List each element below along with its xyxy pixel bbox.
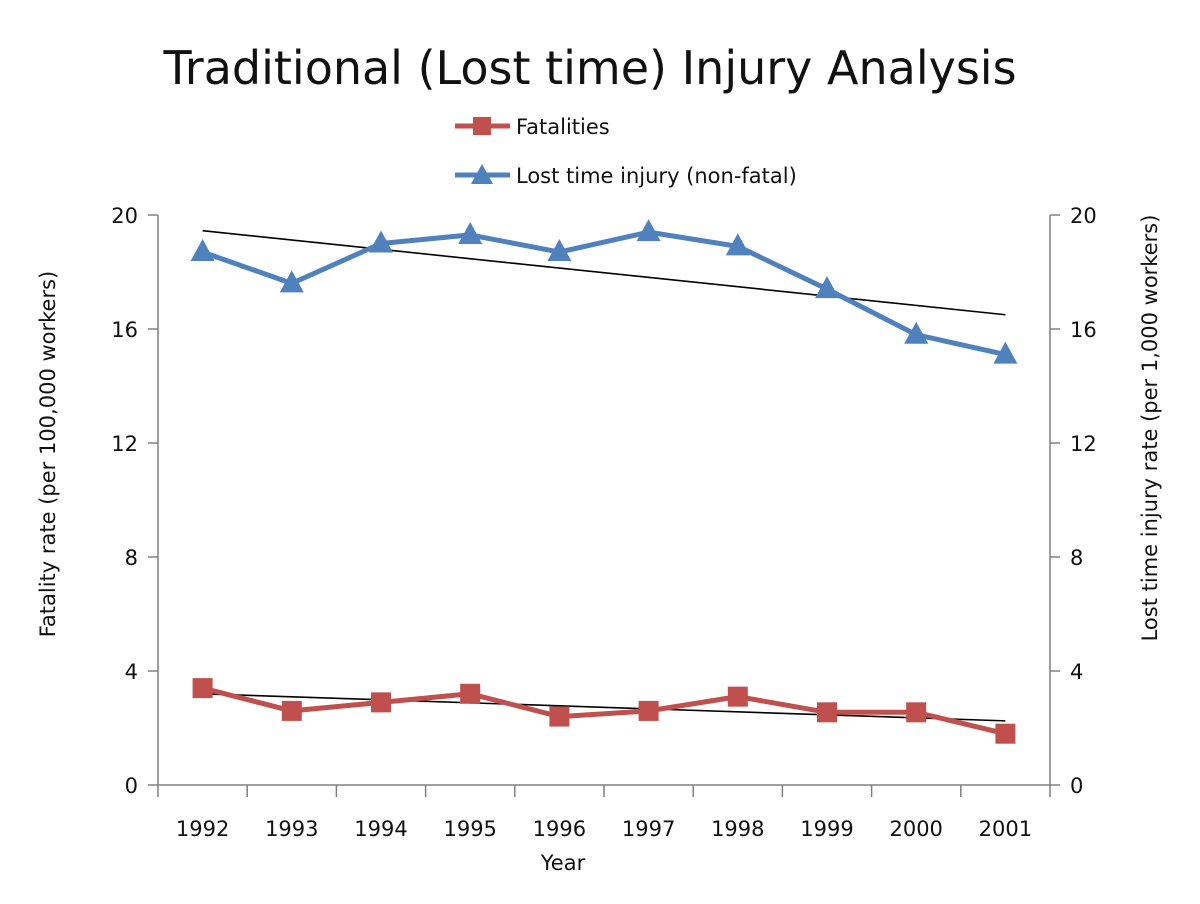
data-point-lost-time-injury bbox=[190, 239, 215, 262]
y-right-tick-label: 0 bbox=[1070, 774, 1083, 798]
legend-marker-lost-time-injury bbox=[471, 164, 493, 184]
y-left-tick-label: 16 bbox=[111, 318, 138, 342]
data-point-lost-time-injury bbox=[369, 230, 393, 253]
data-point-fatalities bbox=[549, 706, 570, 727]
x-tick-label: 1993 bbox=[265, 817, 318, 841]
x-tick-label: 1992 bbox=[176, 817, 229, 841]
data-point-fatalities bbox=[460, 683, 481, 704]
legend-label-lost-time-injury: Lost time injury (non-fatal) bbox=[516, 164, 797, 188]
trendline-lost-time-injury bbox=[202, 229, 1006, 316]
series bbox=[190, 219, 1018, 744]
data-point-lost-time-injury bbox=[279, 270, 304, 293]
data-point-lost-time-injury bbox=[815, 276, 839, 299]
series-line-lost-time-injury bbox=[200, 229, 1008, 358]
legend: Fatalities Lost time injury (non-fatal) bbox=[455, 115, 797, 188]
y-left-tick-label: 12 bbox=[111, 432, 138, 456]
x-tick-label: 1998 bbox=[711, 817, 764, 841]
data-point-lost-time-injury bbox=[547, 239, 572, 262]
trendlines bbox=[202, 229, 1006, 722]
data-point-fatalities bbox=[906, 702, 927, 723]
y-right-tick-label: 8 bbox=[1070, 546, 1083, 570]
y-right-tick-label: 12 bbox=[1070, 432, 1097, 456]
legend-marker-fatalities bbox=[473, 117, 491, 135]
y-left-tick-label: 4 bbox=[125, 660, 138, 684]
data-point-lost-time-injury bbox=[725, 233, 750, 256]
data-point-fatalities bbox=[281, 700, 302, 721]
y-axis-left-title: Fatality rate (per 100,000 workers) bbox=[36, 271, 60, 638]
trendline-fatalities bbox=[202, 693, 1006, 722]
chart-title: Traditional (Lost time) Injury Analysis bbox=[162, 41, 1016, 95]
x-axis-title: Year bbox=[540, 851, 586, 875]
legend-item-lost-time-injury: Lost time injury (non-fatal) bbox=[455, 164, 797, 188]
x-tick-label: 1994 bbox=[354, 817, 407, 841]
data-point-fatalities bbox=[727, 686, 748, 707]
y-left-tick-label: 8 bbox=[125, 546, 138, 570]
y-axis-right-title: Lost time injury rate (per 1,000 workers… bbox=[1138, 215, 1162, 642]
x-tick-label: 1995 bbox=[443, 817, 496, 841]
y-right-tick-label: 20 bbox=[1070, 204, 1097, 228]
data-point-lost-time-injury bbox=[636, 219, 661, 242]
data-point-fatalities bbox=[817, 702, 837, 723]
legend-label-fatalities: Fatalities bbox=[516, 115, 610, 139]
y-right-tick-label: 4 bbox=[1070, 660, 1083, 684]
axes: 0 4 8 12 16 20 0 4 8 12 16 20 1992 1993 1994 1995 1996 19… bbox=[111, 204, 1096, 841]
data-point-fatalities bbox=[995, 723, 1016, 744]
data-point-fatalities bbox=[192, 678, 213, 699]
data-point-lost-time-injury bbox=[458, 221, 483, 244]
y-left-tick-label: 20 bbox=[111, 204, 138, 228]
data-point-lost-time-injury bbox=[993, 341, 1018, 364]
y-left-tick-label: 0 bbox=[125, 774, 138, 798]
x-tick-label: 2000 bbox=[889, 817, 942, 841]
series-line-fatalities bbox=[200, 685, 1008, 737]
x-tick-label: 1996 bbox=[533, 817, 586, 841]
y-right-tick-label: 16 bbox=[1070, 318, 1097, 342]
x-tick-label: 1997 bbox=[622, 817, 675, 841]
data-point-lost-time-injury bbox=[904, 321, 929, 344]
series-lost-time-injury bbox=[190, 219, 1018, 364]
x-tick-label: 1999 bbox=[800, 817, 853, 841]
data-point-fatalities bbox=[638, 700, 659, 721]
x-tick-label: 2001 bbox=[979, 817, 1032, 841]
legend-item-fatalities: Fatalities bbox=[455, 115, 610, 139]
series-fatalities bbox=[192, 678, 1016, 744]
data-point-fatalities bbox=[371, 692, 391, 713]
